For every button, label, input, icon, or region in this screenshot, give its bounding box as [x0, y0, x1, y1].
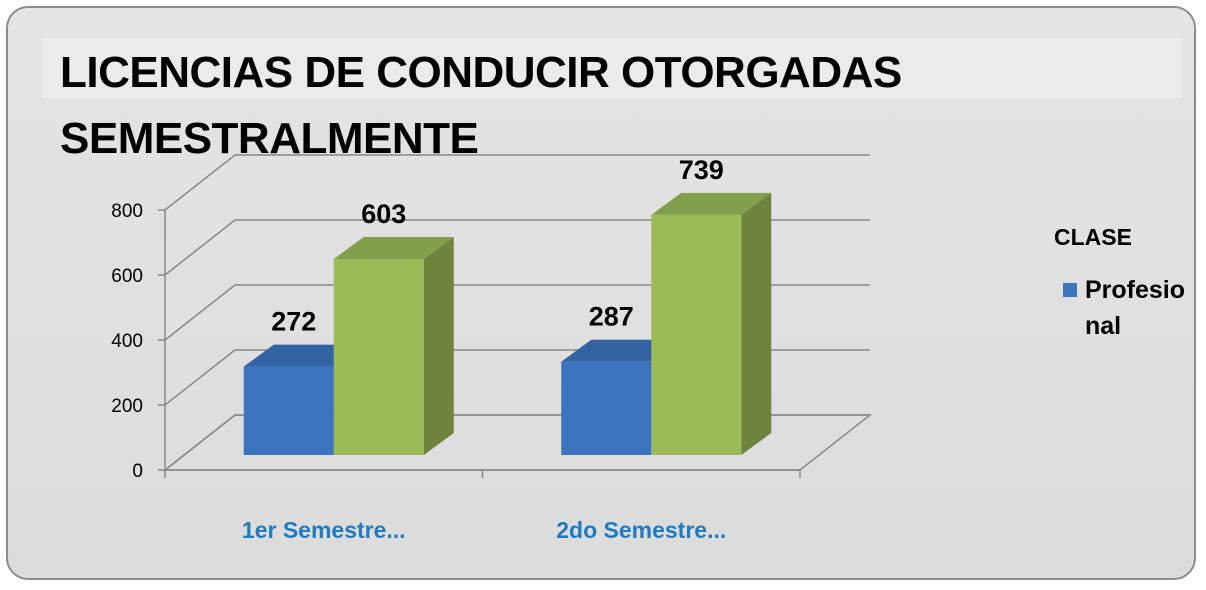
y-tick-label: 800: [111, 201, 143, 222]
y-tick-label: 400: [111, 331, 143, 352]
legend-title: CLASE: [1054, 224, 1132, 250]
legend-swatch: [1063, 283, 1077, 297]
y-tick-label: 600: [111, 266, 143, 287]
bar-side: [741, 192, 772, 455]
y-tick-label: 200: [111, 396, 143, 417]
grid-line: [164, 154, 870, 211]
x-tick-label: 1er Semestre...: [242, 517, 406, 543]
legend-label: Profesional: [1085, 276, 1186, 340]
bar-side: [423, 237, 454, 455]
chart-frame: [6, 6, 1196, 580]
data-label: 739: [679, 155, 724, 185]
data-label: 272: [271, 307, 316, 337]
bar-top: [333, 237, 454, 260]
bar: [243, 366, 334, 455]
data-label: 287: [589, 302, 634, 332]
data-label: 603: [361, 199, 406, 229]
bar: [651, 214, 742, 455]
x-tick-label: 2do Semestre...: [556, 517, 726, 543]
bar: [333, 259, 424, 455]
bar: [561, 361, 652, 455]
y-tick-label: 0: [132, 461, 143, 482]
title-band: [42, 38, 1182, 98]
bar-top: [651, 192, 772, 215]
